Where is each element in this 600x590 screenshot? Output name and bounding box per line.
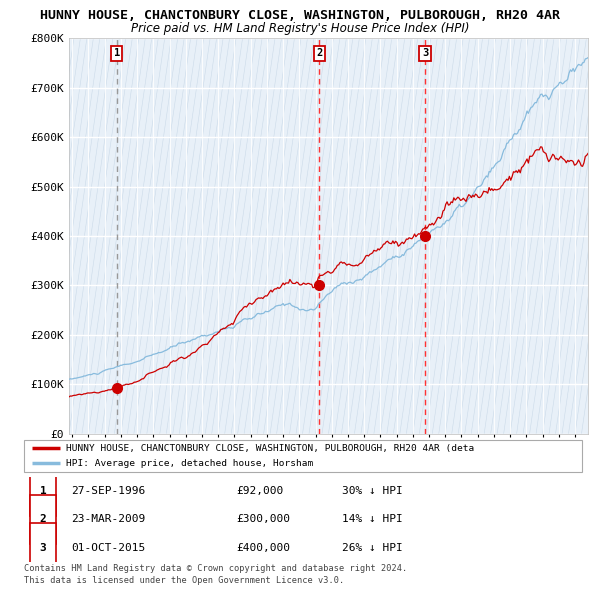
FancyBboxPatch shape: [29, 523, 56, 572]
FancyBboxPatch shape: [29, 466, 56, 516]
Text: 26% ↓ HPI: 26% ↓ HPI: [342, 543, 403, 552]
Text: 1: 1: [40, 486, 46, 496]
Text: 3: 3: [40, 543, 46, 552]
FancyBboxPatch shape: [24, 440, 582, 472]
Text: 3: 3: [422, 48, 428, 58]
Text: 2: 2: [316, 48, 322, 58]
Text: £400,000: £400,000: [236, 543, 290, 552]
Text: HUNNY HOUSE, CHANCTONBURY CLOSE, WASHINGTON, PULBOROUGH, RH20 4AR: HUNNY HOUSE, CHANCTONBURY CLOSE, WASHING…: [40, 9, 560, 22]
Text: £92,000: £92,000: [236, 486, 283, 496]
Text: 1: 1: [113, 48, 120, 58]
Text: HUNNY HOUSE, CHANCTONBURY CLOSE, WASHINGTON, PULBOROUGH, RH20 4AR (deta: HUNNY HOUSE, CHANCTONBURY CLOSE, WASHING…: [66, 444, 474, 453]
Text: 2: 2: [40, 514, 46, 524]
Text: 27-SEP-1996: 27-SEP-1996: [71, 486, 146, 496]
Text: 30% ↓ HPI: 30% ↓ HPI: [342, 486, 403, 496]
Text: Price paid vs. HM Land Registry's House Price Index (HPI): Price paid vs. HM Land Registry's House …: [131, 22, 469, 35]
FancyBboxPatch shape: [29, 494, 56, 544]
Text: Contains HM Land Registry data © Crown copyright and database right 2024.: Contains HM Land Registry data © Crown c…: [24, 564, 407, 573]
Text: 14% ↓ HPI: 14% ↓ HPI: [342, 514, 403, 524]
Text: HPI: Average price, detached house, Horsham: HPI: Average price, detached house, Hors…: [66, 459, 313, 468]
Text: 01-OCT-2015: 01-OCT-2015: [71, 543, 146, 552]
Text: 23-MAR-2009: 23-MAR-2009: [71, 514, 146, 524]
Text: This data is licensed under the Open Government Licence v3.0.: This data is licensed under the Open Gov…: [24, 576, 344, 585]
Text: £300,000: £300,000: [236, 514, 290, 524]
